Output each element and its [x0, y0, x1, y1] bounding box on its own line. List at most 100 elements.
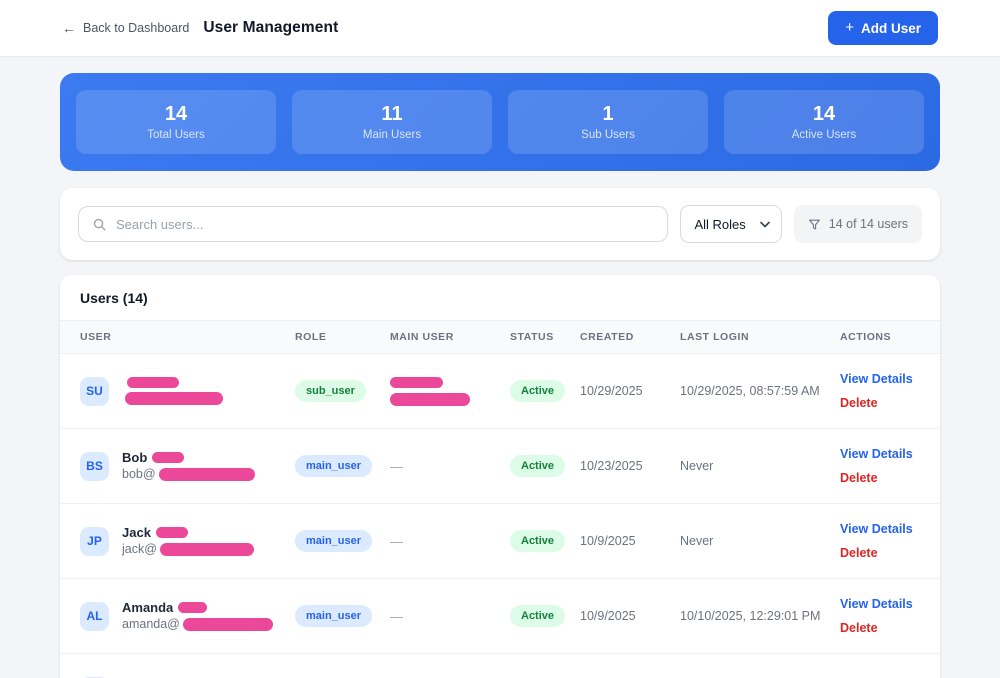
role-filter-select[interactable]: All Roles: [680, 205, 782, 243]
user-identity: Amanda amanda@: [122, 601, 273, 631]
avatar: JP: [80, 526, 109, 556]
last-login-cell: Never: [680, 459, 714, 473]
user-email-text: bob@: [122, 467, 156, 482]
search-input[interactable]: [116, 216, 655, 232]
stat-label: Sub Users: [581, 129, 635, 141]
main-user-cell: —: [390, 609, 510, 624]
table-title: Users (14): [80, 290, 148, 306]
status-badge: Active: [510, 529, 566, 553]
column-header-main-user: MAIN USER: [390, 331, 454, 343]
name-redaction-bar: [155, 527, 188, 538]
user-identity: [122, 377, 223, 405]
role-badge: main_user: [295, 604, 373, 628]
stat-value: 14: [164, 103, 188, 125]
delete-link[interactable]: Delete: [840, 621, 878, 635]
main-user-cell: —: [390, 459, 510, 474]
user-identity: Bob bob@: [122, 451, 255, 481]
user-cell: SU: [80, 376, 295, 406]
table-row: View Details Delete: [60, 654, 940, 678]
filter-bar: All Roles 14 of 14 users: [60, 188, 940, 260]
main-user-text: —: [390, 458, 403, 474]
stat-value: 1: [602, 103, 614, 125]
stat-card-total-users: 14 Total Users: [76, 90, 276, 154]
created-cell: 10/29/2025: [580, 384, 643, 398]
avatar: AL: [80, 601, 109, 631]
funnel-icon: [808, 218, 821, 231]
created-cell: 10/9/2025: [580, 609, 636, 623]
avatar: SU: [80, 376, 109, 406]
add-user-button[interactable]: + Add User: [828, 11, 938, 45]
plus-icon: +: [845, 19, 854, 36]
name-redaction-bar: [127, 377, 179, 388]
main-user-text: —: [390, 533, 403, 549]
role-badge: sub_user: [295, 379, 366, 403]
table-row: SU sub_user Active 10/29/2025: [60, 354, 940, 429]
table-row: AL Amanda amanda@ main_user — Active: [60, 579, 940, 654]
add-user-label: Add User: [860, 20, 921, 36]
view-details-link[interactable]: View Details: [840, 522, 913, 536]
last-login-cell: Never: [680, 534, 714, 548]
table-row: BS Bob bob@ main_user — Active 10/23/: [60, 429, 940, 504]
actions-cell: View Details Delete: [840, 522, 920, 560]
search-box[interactable]: [78, 206, 669, 242]
user-email-text: jack@: [122, 542, 157, 557]
name-redaction-bar: [178, 602, 208, 613]
page-title: User Management: [203, 19, 339, 36]
user-email: amanda@: [122, 618, 273, 631]
view-details-link[interactable]: View Details: [840, 372, 913, 386]
email-redaction-bar: [182, 618, 273, 631]
email-redaction-bar: [158, 468, 255, 481]
email-redaction-bar: [159, 543, 254, 556]
avatar: BS: [80, 451, 109, 481]
role-badge: main_user: [295, 454, 373, 478]
column-header-user: USER: [80, 331, 112, 343]
user-email: jack@: [122, 543, 254, 556]
role-cell: main_user: [295, 454, 390, 478]
delete-link[interactable]: Delete: [840, 471, 878, 485]
status-cell: Active: [510, 604, 580, 628]
stat-label: Active Users: [791, 129, 857, 141]
user-name: Amanda: [122, 601, 273, 614]
delete-link[interactable]: Delete: [840, 396, 878, 410]
status-badge: Active: [510, 604, 566, 628]
table-header-row: USER ROLE MAIN USER STATUS CREATED LAST …: [60, 320, 940, 354]
user-email: [122, 392, 223, 405]
user-cell: BS Bob bob@: [80, 451, 295, 481]
role-cell: sub_user: [295, 379, 390, 403]
main-user-redaction-bar-1: [390, 376, 443, 388]
status-cell: Active: [510, 379, 580, 403]
table-row: JP Jack jack@ main_user — Active 10/9: [60, 504, 940, 579]
column-header-created: CREATED: [580, 331, 634, 343]
user-name-text: Amanda: [122, 600, 174, 615]
view-details-link[interactable]: View Details: [840, 597, 913, 611]
user-name: [122, 377, 223, 388]
user-email-text: amanda@: [122, 617, 180, 632]
view-details-link[interactable]: View Details: [840, 447, 913, 461]
last-login-cell: 10/10/2025, 12:29:01 PM: [680, 609, 821, 623]
user-name-text: Jack: [122, 525, 151, 540]
main-user-redaction-bar-2: [390, 392, 470, 406]
top-bar: ← Back to Dashboard User Management + Ad…: [0, 0, 1000, 57]
actions-cell: View Details Delete: [840, 597, 920, 635]
stats-banner: 14 Total Users 11 Main Users 1 Sub Users…: [60, 73, 940, 171]
stat-label: Main Users: [362, 129, 422, 141]
delete-link[interactable]: Delete: [840, 546, 878, 560]
stat-card-main-users: 11 Main Users: [292, 90, 492, 154]
stat-value: 11: [381, 103, 403, 125]
stat-value: 14: [812, 103, 836, 125]
user-name: Jack: [122, 526, 254, 539]
table-body: SU sub_user Active 10/29/2025: [60, 354, 940, 678]
status-badge: Active: [510, 379, 566, 403]
back-link-label: Back to Dashboard: [83, 21, 190, 35]
role-cell: main_user: [295, 529, 390, 553]
main-user-text: —: [390, 608, 403, 624]
main-user-cell: —: [390, 534, 510, 549]
user-email: bob@: [122, 468, 255, 481]
filter-count-text: 14 of 14 users: [828, 217, 908, 231]
stat-label: Total Users: [147, 129, 205, 141]
user-identity: Jack jack@: [122, 526, 254, 556]
back-to-dashboard-link[interactable]: ← Back to Dashboard: [62, 20, 189, 36]
user-cell: JP Jack jack@: [80, 526, 295, 556]
role-cell: main_user: [295, 604, 390, 628]
stat-card-active-users: 14 Active Users: [724, 90, 924, 154]
